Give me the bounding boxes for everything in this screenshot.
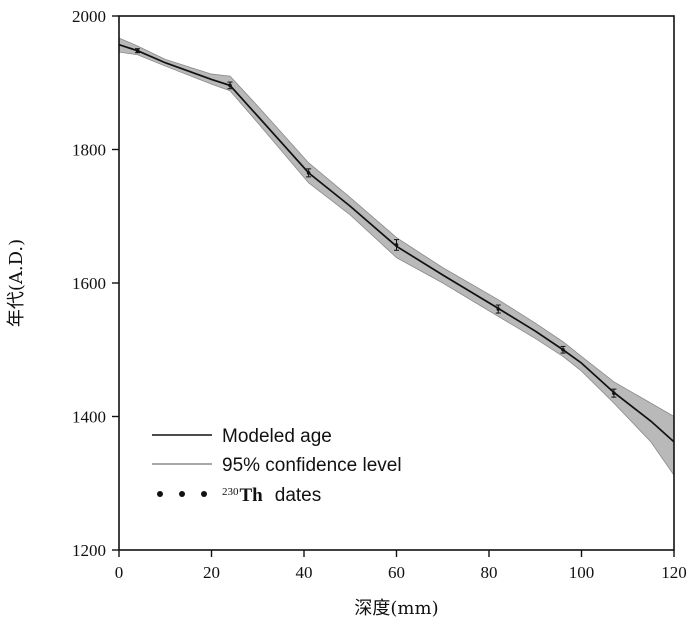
- confidence-band: [118, 37, 675, 477]
- legend-th-suffix: dates: [275, 485, 321, 506]
- legend-label-th-dates: 230Th dates: [222, 485, 321, 506]
- th-date-point: [561, 347, 565, 352]
- x-tick-label: 20: [203, 563, 220, 582]
- th-date-point: [135, 48, 140, 53]
- axis-ticks: 0 20 40 60 80 100 120 1200 1400 1600 1800 2000: [72, 7, 687, 582]
- legend-swatch-th-dates: [157, 491, 207, 497]
- y-tick-label: 2000: [72, 7, 106, 26]
- th-date-point: [394, 243, 399, 247]
- y-tick-label: 1800: [72, 141, 106, 160]
- x-tick-label: 120: [661, 563, 687, 582]
- legend-dot: [179, 491, 185, 497]
- th-date-point: [612, 391, 616, 395]
- th-date-point: [306, 171, 311, 175]
- x-tick-label: 40: [296, 563, 313, 582]
- y-tick-label: 1600: [72, 274, 106, 293]
- legend: Modeled age 95% confidence level 230Th da…: [152, 426, 402, 506]
- legend-label-modeled-age: Modeled age: [222, 426, 332, 447]
- y-axis-label: 年代(A.D.): [6, 239, 27, 327]
- legend-dot: [201, 491, 207, 497]
- legend-th-symbol: Th: [240, 485, 264, 506]
- y-tick-label: 1400: [72, 408, 106, 427]
- th-dates-layer: [135, 48, 617, 398]
- legend-th-superscript: 230: [222, 486, 239, 498]
- x-tick-label: 60: [388, 563, 405, 582]
- x-tick-label: 80: [481, 563, 498, 582]
- y-tick-label: 1200: [72, 541, 106, 560]
- th-date-point: [228, 83, 232, 88]
- x-axis-label: 深度(mm): [354, 598, 438, 619]
- confidence-band-layer: [118, 37, 675, 477]
- th-date-point: [496, 307, 501, 311]
- legend-dot: [157, 491, 163, 497]
- x-tick-label: 100: [569, 563, 595, 582]
- x-tick-label: 0: [115, 563, 124, 582]
- legend-label-confidence: 95% confidence level: [222, 455, 402, 476]
